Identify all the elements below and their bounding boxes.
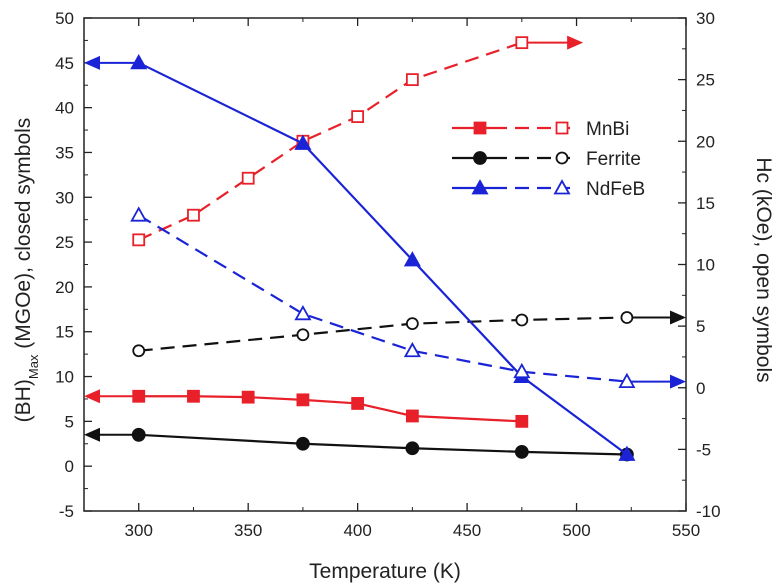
series-mnbi-left bbox=[84, 389, 529, 428]
data-point bbox=[187, 389, 200, 403]
data-point bbox=[351, 397, 365, 410]
left-y-tick-label: 50 bbox=[55, 9, 74, 28]
data-point bbox=[514, 444, 529, 459]
left-axis-arrow-head bbox=[84, 389, 100, 404]
right-axis-arrow-head bbox=[670, 310, 686, 325]
right-y-tick-label: 25 bbox=[696, 71, 715, 90]
data-point bbox=[130, 206, 148, 222]
right-y-tick-label: 20 bbox=[696, 132, 715, 151]
data-point bbox=[296, 436, 310, 451]
left-y-tick-label: 0 bbox=[65, 457, 74, 476]
left-y-tick-label: 25 bbox=[55, 233, 74, 252]
x-tick-label: 550 bbox=[672, 521, 700, 540]
legend-marker-filled bbox=[473, 151, 487, 165]
left-y-tick-label: 30 bbox=[55, 188, 74, 207]
data-point bbox=[132, 233, 146, 247]
left-y-tick-label: 45 bbox=[55, 54, 74, 73]
left-y-axis-title-rest: (MGOe), closed symbols bbox=[12, 118, 35, 355]
x-tick-label: 450 bbox=[453, 521, 481, 540]
series-group bbox=[84, 35, 686, 462]
legend-marker-open bbox=[555, 121, 569, 135]
data-point bbox=[131, 427, 146, 442]
left-y-tick-label: -5 bbox=[59, 502, 74, 521]
left-y-tick-label: 20 bbox=[55, 278, 74, 297]
legend-item-ferrite: Ferrite bbox=[452, 149, 641, 170]
right-y-axis-title: Hc (kOe), open symbols bbox=[752, 157, 772, 382]
legend-marker-filled bbox=[471, 179, 489, 195]
data-point bbox=[132, 344, 146, 358]
right-y-tick-label: 5 bbox=[696, 317, 705, 336]
left-axis-arrow-head bbox=[84, 427, 100, 442]
data-point bbox=[241, 390, 255, 404]
legend-label: MnBi bbox=[586, 119, 629, 140]
data-point bbox=[296, 328, 310, 342]
data-point bbox=[620, 311, 634, 324]
right-y-axis: -10 -5 0 5 10 15 20 25 30 bbox=[678, 9, 721, 521]
data-point bbox=[132, 389, 146, 403]
data-point bbox=[618, 372, 636, 388]
x-tick-label: 400 bbox=[343, 521, 371, 540]
right-y-tick-label: 30 bbox=[696, 9, 715, 28]
data-point bbox=[405, 73, 419, 87]
series-line bbox=[138, 433, 627, 456]
right-y-tick-label: -10 bbox=[696, 502, 721, 521]
data-point bbox=[241, 171, 255, 185]
data-point bbox=[130, 53, 148, 70]
data-point bbox=[351, 110, 365, 123]
series-ndfeb-right bbox=[130, 206, 686, 389]
data-point bbox=[403, 341, 421, 358]
left-y-axis-title: (BH)Max (MGOe), closed symbols bbox=[12, 118, 41, 423]
left-y-tick-label: 15 bbox=[55, 323, 74, 342]
data-point bbox=[618, 445, 636, 461]
series-mnbi-right bbox=[132, 35, 584, 247]
legend-label: NdFeB bbox=[586, 179, 645, 200]
right-y-tick-label: 0 bbox=[696, 379, 705, 398]
x-axis: 300 350 400 450 500 550 bbox=[83, 18, 700, 540]
series-ferrite-right bbox=[132, 310, 686, 358]
right-y-tick-label: -5 bbox=[696, 440, 711, 459]
legend-label: Ferrite bbox=[586, 149, 641, 170]
data-point bbox=[405, 441, 420, 456]
left-y-axis-title-main: (BH) bbox=[12, 379, 35, 422]
x-tick-label: 350 bbox=[234, 521, 262, 540]
x-axis-title: Temperature (K) bbox=[309, 560, 461, 583]
data-point bbox=[515, 313, 529, 327]
left-y-axis-title-subscript: Max bbox=[26, 354, 41, 379]
data-point bbox=[405, 317, 419, 331]
left-y-tick-label: 35 bbox=[55, 143, 74, 162]
series-line bbox=[138, 316, 627, 352]
x-tick-label: 500 bbox=[562, 521, 590, 540]
left-y-tick-label: 5 bbox=[65, 412, 74, 431]
data-point bbox=[405, 409, 419, 423]
legend-item-mnbi: MnBi bbox=[452, 119, 629, 140]
series-ferrite-left bbox=[84, 427, 634, 462]
right-y-tick-label: 15 bbox=[696, 194, 715, 213]
left-y-axis: -5 0 5 10 15 20 25 30 35 40 45 50 bbox=[55, 9, 92, 521]
legend-marker-open bbox=[555, 151, 569, 165]
right-y-tick-label: 10 bbox=[696, 256, 715, 275]
series-line bbox=[138, 214, 627, 383]
data-point bbox=[294, 304, 312, 321]
right-axis-arrow-head bbox=[670, 374, 686, 389]
data-point bbox=[294, 134, 312, 150]
left-y-tick-label: 40 bbox=[55, 99, 74, 118]
x-tick-label: 300 bbox=[125, 521, 153, 540]
data-point bbox=[187, 208, 200, 222]
data-point bbox=[403, 251, 421, 267]
data-point bbox=[296, 393, 310, 407]
left-y-tick-label: 10 bbox=[55, 368, 74, 387]
legend: MnBi Ferrite NdFeB bbox=[452, 119, 645, 200]
legend-marker-filled bbox=[473, 121, 487, 135]
data-point bbox=[515, 36, 529, 50]
legend-marker-open bbox=[553, 179, 571, 195]
left-axis-arrow-head bbox=[84, 55, 100, 70]
series-ndfeb-left bbox=[84, 53, 636, 461]
data-point bbox=[513, 362, 531, 379]
right-axis-arrow-head bbox=[567, 35, 584, 50]
data-point bbox=[515, 414, 529, 428]
legend-item-ndfeb: NdFeB bbox=[452, 179, 645, 200]
